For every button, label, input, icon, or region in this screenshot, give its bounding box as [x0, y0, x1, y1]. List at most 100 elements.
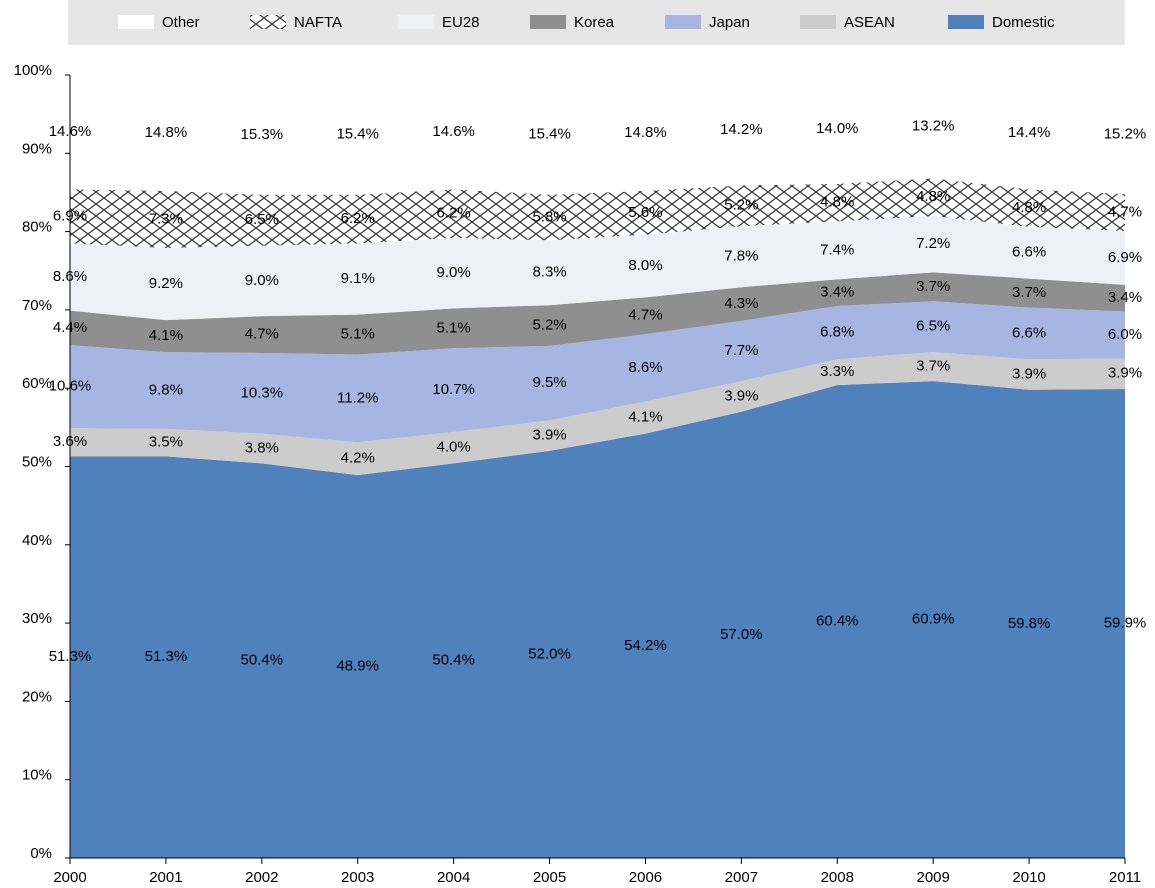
legend-label: Other — [162, 14, 200, 31]
data-label: 9.5% — [532, 374, 566, 391]
data-label: 14.2% — [720, 121, 763, 138]
legend-swatch — [398, 15, 434, 29]
data-label: 3.7% — [1012, 284, 1046, 301]
data-label: 9.1% — [341, 270, 375, 287]
y-tick-label: 50% — [22, 453, 52, 470]
data-label: 5.2% — [724, 197, 758, 214]
y-tick-label: 80% — [22, 219, 52, 236]
area — [70, 381, 1125, 858]
legend-label: Japan — [709, 14, 750, 31]
data-label: 7.7% — [724, 342, 758, 359]
data-label: 4.3% — [724, 295, 758, 312]
data-label: 10.7% — [432, 381, 475, 398]
data-label: 3.9% — [532, 427, 566, 444]
data-label: 5.1% — [341, 326, 375, 343]
x-tick-label: 2010 — [1012, 869, 1045, 886]
data-label: 52.0% — [528, 645, 571, 662]
data-label: 5.6% — [628, 204, 662, 221]
data-label: 15.3% — [241, 126, 284, 143]
area — [70, 301, 1125, 443]
data-label: 59.9% — [1104, 614, 1147, 631]
legend-swatch — [665, 15, 701, 29]
data-label: 6.0% — [1108, 326, 1142, 343]
data-label: 48.9% — [336, 658, 379, 675]
y-tick-label: 100% — [14, 62, 52, 79]
x-tick-label: 2003 — [341, 869, 374, 886]
data-label: 9.0% — [437, 264, 471, 281]
data-label: 3.8% — [245, 439, 279, 456]
data-label: 13.2% — [912, 118, 955, 135]
data-label: 14.8% — [624, 124, 667, 141]
data-label: 5.2% — [532, 317, 566, 334]
data-label: 6.2% — [437, 205, 471, 222]
data-label: 3.3% — [820, 363, 854, 380]
data-label: 15.4% — [528, 125, 571, 142]
data-label: 3.4% — [1108, 289, 1142, 306]
data-label: 4.0% — [437, 439, 471, 456]
data-label: 14.8% — [145, 124, 188, 141]
data-label: 15.4% — [336, 125, 379, 142]
x-tick-label: 2006 — [629, 869, 662, 886]
x-tick-label: 2005 — [533, 869, 566, 886]
data-label: 59.8% — [1008, 615, 1051, 632]
x-tick-label: 2009 — [916, 869, 949, 886]
data-label: 15.2% — [1104, 125, 1147, 142]
data-label: 8.0% — [628, 257, 662, 274]
data-label: 3.9% — [1108, 365, 1142, 382]
y-tick-label: 30% — [22, 610, 52, 627]
data-label: 50.4% — [241, 652, 284, 669]
data-label: 50.4% — [432, 652, 475, 669]
data-label: 4.8% — [1012, 199, 1046, 216]
data-label: 6.6% — [1012, 244, 1046, 261]
x-tick-label: 2004 — [437, 869, 470, 886]
data-label: 51.3% — [145, 648, 188, 665]
x-tick-label: 2011 — [1109, 869, 1141, 886]
area — [70, 272, 1125, 355]
data-label: 3.9% — [724, 387, 758, 404]
data-label: 6.8% — [820, 324, 854, 341]
data-label: 3.7% — [916, 278, 950, 295]
data-label: 3.9% — [1012, 365, 1046, 382]
x-tick-label: 2001 — [149, 869, 182, 886]
area — [70, 352, 1125, 476]
data-label: 9.2% — [149, 275, 183, 292]
data-label: 60.9% — [912, 611, 955, 628]
x-tick-label: 2000 — [53, 869, 86, 886]
data-label: 7.2% — [916, 235, 950, 252]
data-label: 7.4% — [820, 241, 854, 258]
legend-swatch — [530, 15, 566, 29]
data-label: 14.0% — [816, 120, 859, 137]
y-tick-label: 20% — [22, 688, 52, 705]
y-tick-label: 60% — [22, 375, 52, 392]
legend-label: NAFTA — [294, 14, 342, 31]
data-label: 6.9% — [1108, 249, 1142, 266]
area — [70, 74, 1125, 195]
legend-swatch — [250, 15, 286, 29]
legend-label: Domestic — [992, 14, 1055, 31]
data-label: 54.2% — [624, 637, 667, 654]
legend-label: ASEAN — [844, 14, 895, 31]
data-label: 5.8% — [532, 208, 566, 225]
x-tick-label: 2008 — [821, 869, 854, 886]
legend-label: EU28 — [442, 14, 480, 31]
area — [70, 178, 1125, 249]
data-label: 4.7% — [245, 326, 279, 343]
y-tick-label: 0% — [30, 845, 52, 862]
data-label: 4.8% — [820, 194, 854, 211]
data-label: 7.8% — [724, 248, 758, 265]
x-tick-label: 2002 — [245, 869, 278, 886]
y-tick-label: 90% — [22, 140, 52, 157]
data-label: 3.4% — [820, 284, 854, 301]
data-label: 8.3% — [532, 264, 566, 281]
data-label: 3.5% — [149, 434, 183, 451]
legend-label: Korea — [574, 14, 615, 31]
data-label: 6.5% — [245, 211, 279, 228]
legend-swatch — [800, 15, 836, 29]
area — [70, 215, 1125, 321]
data-label: 7.3% — [149, 210, 183, 227]
legend-swatch — [948, 15, 984, 29]
y-tick-label: 70% — [22, 297, 52, 314]
data-label: 4.1% — [149, 327, 183, 344]
data-label: 57.0% — [720, 626, 763, 643]
